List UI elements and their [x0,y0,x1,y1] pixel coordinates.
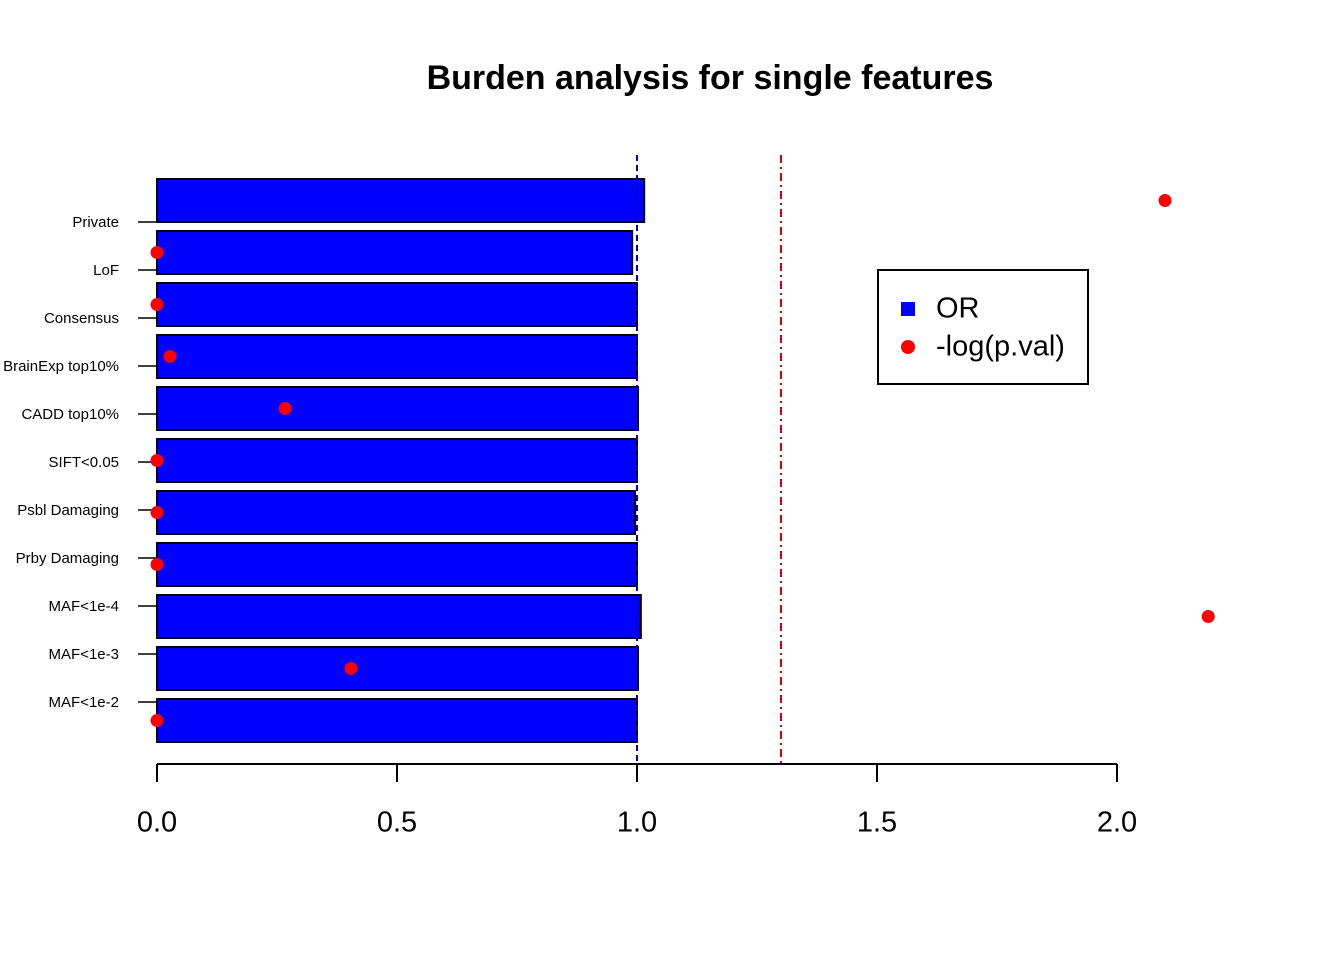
legend-box [877,269,1089,385]
point [150,506,164,519]
legend-swatch [901,340,915,354]
y-tick-label: BrainExp top10% [3,358,119,375]
point [278,402,292,415]
x-tick-label: 0.0 [137,807,177,839]
legend-label: -log(p.val) [936,331,1065,363]
y-tick-label: Prby Damaging [16,550,119,567]
point [163,350,177,363]
legend-label: OR [936,293,980,325]
bar [156,438,638,483]
bar [156,594,642,639]
x-tick-label: 1.0 [617,807,657,839]
bar [156,542,638,587]
point [1201,610,1215,623]
y-tick-label: LoF [93,262,119,279]
bar [156,386,639,431]
y-tick-label: Consensus [44,310,119,327]
bar [156,230,634,275]
legend-swatch [901,302,915,316]
bar [156,490,637,535]
y-tick-label: CADD top10% [21,406,119,423]
bar [156,334,638,379]
y-tick-label: SIFT<0.05 [49,454,119,471]
x-tick-label: 1.5 [857,807,897,839]
chart-title: Burden analysis for single features [427,59,994,97]
bar [156,698,638,743]
y-tick-label: Private [72,214,119,231]
point [150,246,164,259]
point [1158,194,1172,207]
point [150,558,164,571]
y-tick-label: MAF<1e-4 [49,598,119,615]
point [150,454,164,467]
bar [156,646,639,691]
point [150,714,164,727]
point [344,662,358,675]
bar [156,282,638,327]
x-tick-label: 2.0 [1097,807,1137,839]
y-tick-label: MAF<1e-2 [49,694,119,711]
point [150,298,164,311]
y-tick-label: Psbl Damaging [17,502,119,519]
x-tick-label: 0.5 [377,807,417,839]
y-tick-label: MAF<1e-3 [49,646,119,663]
bar [156,178,646,223]
